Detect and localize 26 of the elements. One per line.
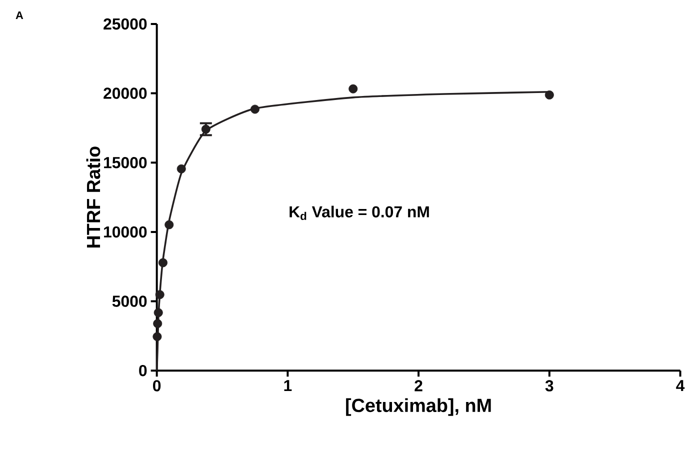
point xyxy=(164,220,174,230)
annotation: K$_{d}$ Value = 0.07 nM xyxy=(290,206,429,220)
x-tick-label: 3 xyxy=(545,380,554,392)
y-tick-label: 20000 xyxy=(104,88,147,100)
point xyxy=(201,124,210,134)
point xyxy=(152,332,162,342)
point xyxy=(153,319,162,328)
text: A xyxy=(16,12,24,20)
point xyxy=(154,308,163,318)
y-tick-label: 10000 xyxy=(104,226,147,238)
point xyxy=(544,90,554,100)
point xyxy=(155,290,164,300)
y-axis-title: HTRF Ratio xyxy=(86,146,100,248)
x-tick-label: 1 xyxy=(284,380,292,392)
x-axis-title: [Cetuximab], nM xyxy=(346,398,491,416)
x-tick-label: 0 xyxy=(153,380,161,392)
y-tick-label: 5000 xyxy=(112,296,147,308)
x-tick-label: 4 xyxy=(676,380,685,392)
point xyxy=(250,104,260,114)
y-tick-label: 25000 xyxy=(104,18,147,30)
x-tick-label: 2 xyxy=(414,380,422,392)
point xyxy=(158,258,168,268)
y-tick-label: 0 xyxy=(139,365,147,376)
point xyxy=(348,84,358,94)
point xyxy=(176,164,186,174)
y-tick-label: 15000 xyxy=(104,157,147,169)
